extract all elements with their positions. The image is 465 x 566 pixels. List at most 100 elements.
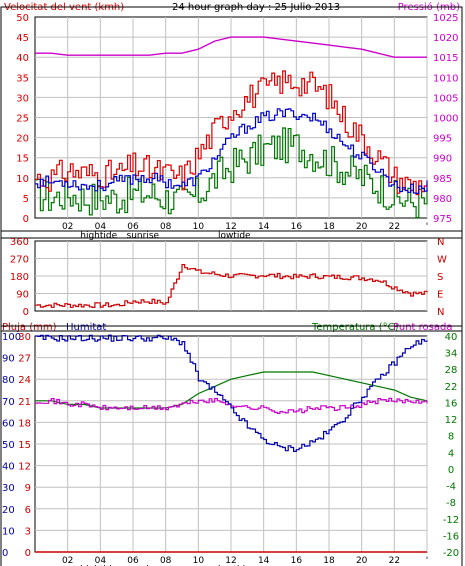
direction-compass-label: N — [437, 307, 444, 318]
pressure-y-tick-label: 985 — [433, 174, 452, 185]
rain-y-tick-label: 12 — [18, 462, 31, 473]
wind-y-tick-label: 0 — [23, 214, 29, 225]
temp-x-tick-label: 20 — [356, 556, 368, 566]
dewpoint-axis-label: Punt rosada — [393, 322, 452, 333]
wind-x-tick-label: 08 — [160, 222, 172, 232]
wind-x-tick-label: 18 — [323, 222, 335, 232]
wind-x-tick-label: 10 — [193, 222, 205, 232]
temperature-y-tick-label: 4 — [448, 448, 454, 459]
pressure-line — [35, 36, 427, 58]
wind-tide-label: sunrise — [127, 231, 160, 241]
direction-y-tick-label: 0 — [23, 307, 29, 318]
wind-panel-outer — [0, 6, 463, 239]
pressure-y-tick-label: 990 — [433, 154, 452, 165]
pressure-y-tick-label: 1020 — [433, 33, 458, 44]
rain-y-tick-label: 24 — [18, 375, 31, 386]
wind-y-tick-label: 50 — [16, 13, 29, 24]
wind-x-tick-label: 22 — [389, 222, 400, 232]
temperature-y-tick-label: 16 — [445, 398, 458, 409]
direction-compass-label: E — [437, 290, 443, 301]
humidity-y-tick-label: 100 — [2, 332, 21, 343]
temp-x-tick-label: 14 — [258, 556, 270, 566]
wind-x-tick-label: 20 — [356, 222, 368, 232]
wind-tide-label: lowtide — [218, 231, 251, 241]
rain-axis-label: Pluja (mm) — [2, 322, 57, 333]
wind-avg-line — [35, 108, 428, 194]
wind-y-tick-label: 35 — [16, 73, 29, 84]
wind-x-tick-label: 04 — [95, 222, 107, 232]
wind-y-tick-label: 5 — [23, 194, 29, 205]
temperature-y-tick-label: 40 — [445, 332, 458, 343]
pressure-y-tick-label: 1015 — [433, 53, 458, 64]
temperature-y-tick-label: 28 — [445, 365, 458, 376]
rain-y-tick-label: 15 — [18, 440, 31, 451]
wind-x-tick-label: 16 — [291, 222, 303, 232]
wind-y-tick-label: 40 — [16, 53, 29, 64]
humidity-y-tick-label: 70 — [2, 397, 15, 408]
wind-speed-line — [35, 127, 428, 219]
wind-x-tick-label: 12 — [225, 222, 236, 232]
direction-compass-label: S — [437, 272, 443, 283]
rain-y-tick-label: 21 — [18, 397, 31, 408]
pressure-y-tick-label: 1000 — [433, 114, 458, 125]
temp-x-tick-label: 06 — [127, 556, 139, 566]
temperature-y-tick-label: 34 — [445, 349, 458, 360]
wind-x-tick-label: ' — [426, 222, 428, 232]
temperature-y-tick-label: -20 — [443, 548, 459, 559]
temp-x-tick-label: 16 — [291, 556, 303, 566]
rain-y-tick-label: 3 — [25, 526, 31, 537]
pressure-y-tick-label: 1010 — [433, 73, 458, 84]
temperature-y-tick-label: 12 — [445, 415, 458, 426]
wind-x-tick-label: 14 — [258, 222, 270, 232]
temp-x-tick-label: 08 — [160, 556, 172, 566]
wind-y-tick-label: 20 — [16, 134, 29, 145]
wind-y-tick-label: 10 — [16, 174, 29, 185]
direction-y-tick-label: 180 — [10, 272, 29, 283]
pressure-y-tick-label: 1025 — [433, 13, 458, 24]
rain-y-tick-label: 6 — [25, 505, 31, 516]
temperature-y-tick-label: 22 — [445, 382, 458, 393]
direction-compass-label: N — [437, 237, 444, 248]
humidity-y-tick-label: 0 — [2, 548, 8, 559]
direction-compass-label: W — [437, 255, 447, 266]
wind-x-tick-label: 02 — [62, 222, 73, 232]
pressure-y-tick-label: 975 — [433, 214, 452, 225]
pressure-y-tick-label: 980 — [433, 194, 452, 205]
wind-y-tick-label: 15 — [16, 154, 29, 165]
rain-y-tick-label: 9 — [25, 483, 31, 494]
humidity-y-tick-label: 40 — [2, 462, 15, 473]
humidity-y-tick-label: 80 — [2, 375, 15, 386]
humidity-y-tick-label: 20 — [2, 505, 15, 516]
temp-panel-outer — [0, 325, 463, 566]
temp-x-tick-label: 22 — [389, 556, 400, 566]
humidity-y-tick-label: 90 — [2, 354, 15, 365]
pressure-y-tick-label: 995 — [433, 134, 452, 145]
direction-y-tick-label: 360 — [10, 237, 29, 248]
humidity-line — [35, 334, 428, 452]
rain-y-tick-label: 30 — [18, 332, 31, 343]
temp-x-tick-label: 02 — [62, 556, 73, 566]
humidity-y-tick-label: 60 — [2, 418, 15, 429]
temp-x-tick-label: ' — [426, 556, 428, 566]
temperature-y-tick-label: -16 — [443, 531, 459, 542]
wind-y-tick-label: 45 — [16, 33, 29, 44]
wind-y-tick-label: 30 — [16, 93, 29, 104]
wind-x-tick-label: 06 — [127, 222, 139, 232]
direction-y-tick-label: 270 — [10, 255, 29, 266]
wind-y-tick-label: 25 — [16, 114, 29, 125]
rain-y-tick-label: 0 — [25, 548, 31, 559]
wind-direction-line — [35, 264, 428, 308]
temp-x-tick-label: 18 — [323, 556, 335, 566]
temperature-y-tick-label: 0 — [448, 465, 454, 476]
temperature-y-tick-label: -4 — [446, 482, 456, 493]
humidity-axis-label: Humitat — [66, 322, 106, 333]
wind-tide-label: hightide — [80, 231, 117, 241]
temp-x-tick-label: 10 — [193, 556, 205, 566]
direction-y-tick-label: 90 — [16, 290, 29, 301]
temperature-y-tick-label: -12 — [443, 515, 459, 526]
temp-x-tick-label: 12 — [225, 556, 236, 566]
direction-panel-outer — [0, 230, 463, 332]
humidity-y-tick-label: 50 — [2, 440, 15, 451]
